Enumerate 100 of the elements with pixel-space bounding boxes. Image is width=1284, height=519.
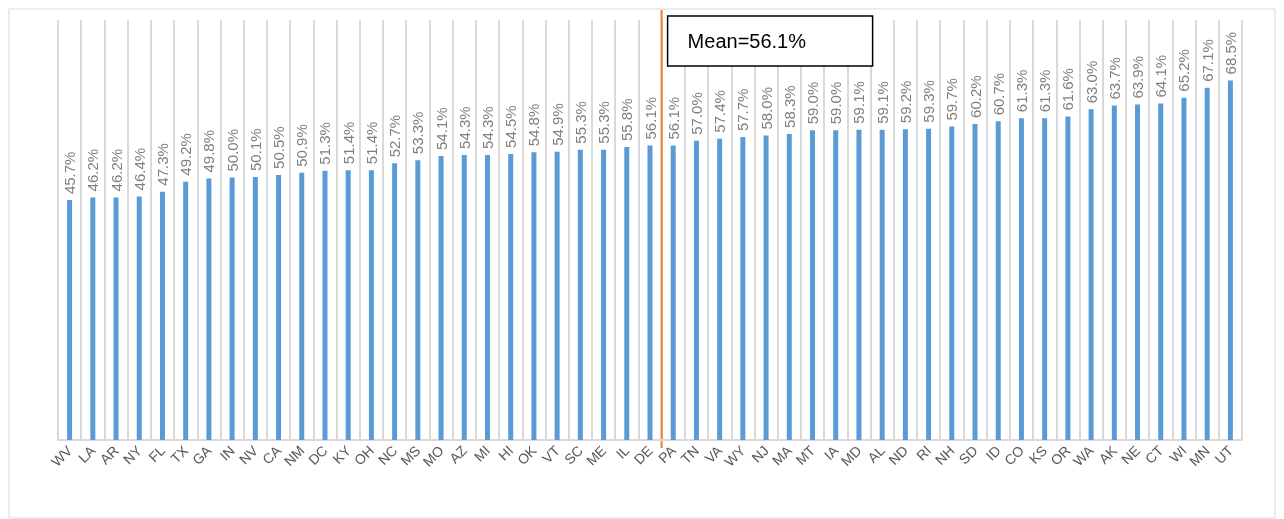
bar [1042, 118, 1048, 440]
x-tick-label: NY [119, 441, 146, 468]
x-tick-label: NV [235, 441, 262, 468]
bar [624, 147, 630, 440]
bar [1065, 116, 1071, 440]
x-tick-label: DC [305, 442, 331, 468]
data-label: 50.5% [270, 126, 288, 169]
data-label: 63.9% [1129, 55, 1147, 99]
bar [461, 154, 467, 440]
data-label: 50.9% [293, 124, 311, 167]
bar [879, 129, 885, 440]
data-label: 57.7% [734, 88, 752, 132]
data-label: 54.8% [525, 103, 543, 147]
data-label: 46.2% [107, 148, 125, 192]
data-label: 67.1% [1198, 39, 1216, 82]
bar [995, 121, 1001, 440]
x-tick-label: FL [145, 442, 169, 466]
bar [276, 174, 282, 440]
data-label: 49.8% [200, 130, 218, 173]
data-label: 51.4% [362, 121, 380, 165]
bar [322, 170, 328, 440]
data-label: 65.2% [1175, 49, 1193, 92]
data-label: 50.0% [223, 128, 241, 172]
bar [902, 129, 908, 440]
bar [484, 154, 490, 440]
data-label: 68.5% [1221, 31, 1239, 75]
data-label: 54.3% [478, 106, 496, 149]
data-label: 64.1% [1152, 54, 1170, 98]
bar [67, 200, 73, 440]
bar [159, 191, 165, 440]
data-label: 46.2% [84, 148, 102, 192]
x-tick-label: KS [1025, 442, 1051, 467]
data-label: 54.9% [548, 103, 566, 146]
data-label: 61.3% [1036, 69, 1054, 113]
x-tick-label: NE [1118, 442, 1144, 468]
bar [345, 170, 351, 440]
data-label: 52.7% [386, 114, 404, 158]
data-label: 50.1% [246, 128, 264, 171]
x-tick-label: IN [216, 442, 238, 464]
data-label: 54.5% [502, 105, 520, 148]
data-label: 59.1% [850, 81, 868, 124]
bar [856, 129, 862, 440]
data-label: 59.0% [804, 81, 822, 125]
x-tick-label: ND [885, 442, 912, 468]
data-label: 55.3% [571, 101, 589, 144]
bar [833, 130, 839, 440]
bar [392, 163, 398, 440]
bar [554, 151, 560, 440]
data-label: 45.7% [61, 151, 79, 195]
bar [252, 176, 258, 440]
bar [1227, 80, 1233, 440]
bar [601, 149, 607, 440]
data-label: 53.3% [409, 111, 427, 155]
data-label: 56.1% [641, 96, 659, 140]
bar [508, 153, 514, 440]
data-label: 60.7% [989, 72, 1007, 116]
data-label: 59.2% [896, 80, 914, 124]
data-label: 58.3% [780, 85, 798, 128]
bar [299, 172, 305, 440]
data-label: 59.0% [827, 81, 845, 125]
x-tick-label: AL [864, 442, 888, 466]
x-tick-label: WY [721, 441, 749, 470]
data-label: 56.1% [664, 96, 682, 140]
bar [1204, 87, 1210, 440]
data-label: 51.4% [339, 121, 357, 165]
data-label: 61.6% [1059, 68, 1077, 111]
bar [1181, 97, 1187, 440]
data-label: 54.1% [432, 107, 450, 150]
data-label: 46.4% [130, 147, 148, 191]
data-label: 51.3% [316, 122, 334, 165]
x-tick-label: DE [630, 442, 656, 468]
x-tick-label: PA [655, 441, 680, 467]
x-tick-label: IA [820, 441, 842, 463]
bar [136, 196, 142, 440]
bar [786, 133, 792, 440]
data-label: 61.3% [1012, 69, 1030, 113]
x-tick-label: UT [1211, 442, 1237, 467]
bar [972, 123, 978, 440]
x-tick-label: TN [677, 442, 703, 467]
bar [647, 145, 653, 440]
x-tick-label: AK [1095, 441, 1121, 467]
data-label: 54.3% [455, 106, 473, 149]
data-label: 60.2% [966, 75, 984, 118]
data-label: 58.0% [757, 86, 775, 130]
bar [206, 178, 212, 440]
ref-line-label: Mean=56.1% [687, 30, 807, 52]
data-label: 59.3% [920, 80, 938, 123]
data-label: 55.8% [618, 98, 636, 142]
data-label: 49.2% [177, 133, 195, 176]
bar [949, 126, 955, 440]
bar [113, 197, 119, 440]
bar [531, 152, 537, 440]
data-label: 63.7% [1105, 57, 1123, 100]
bar [229, 177, 235, 440]
bar [740, 137, 746, 440]
x-tick-label: AZ [445, 442, 471, 467]
bar [368, 170, 374, 440]
bar [1111, 105, 1117, 440]
bar [1018, 118, 1024, 440]
x-tick-label: MI [470, 442, 494, 465]
